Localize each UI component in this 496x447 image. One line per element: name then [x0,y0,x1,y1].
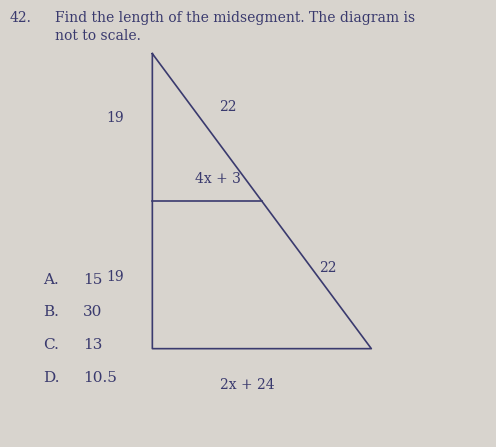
Text: 22: 22 [319,261,336,275]
Text: 2x + 24: 2x + 24 [220,378,275,392]
Text: 30: 30 [83,305,103,320]
Text: 22: 22 [219,100,237,114]
Text: C.: C. [43,338,59,352]
Text: 19: 19 [106,111,124,126]
Text: not to scale.: not to scale. [55,29,141,43]
Text: 42.: 42. [9,11,31,25]
Text: 10.5: 10.5 [83,371,117,385]
Text: 4x + 3: 4x + 3 [195,172,241,186]
Text: 19: 19 [106,270,124,284]
Text: A.: A. [43,273,59,287]
Text: Find the length of the midsegment. The diagram is: Find the length of the midsegment. The d… [55,11,415,25]
Text: D.: D. [43,371,60,385]
Text: B.: B. [43,305,59,320]
Text: 15: 15 [83,273,103,287]
Text: 13: 13 [83,338,103,352]
